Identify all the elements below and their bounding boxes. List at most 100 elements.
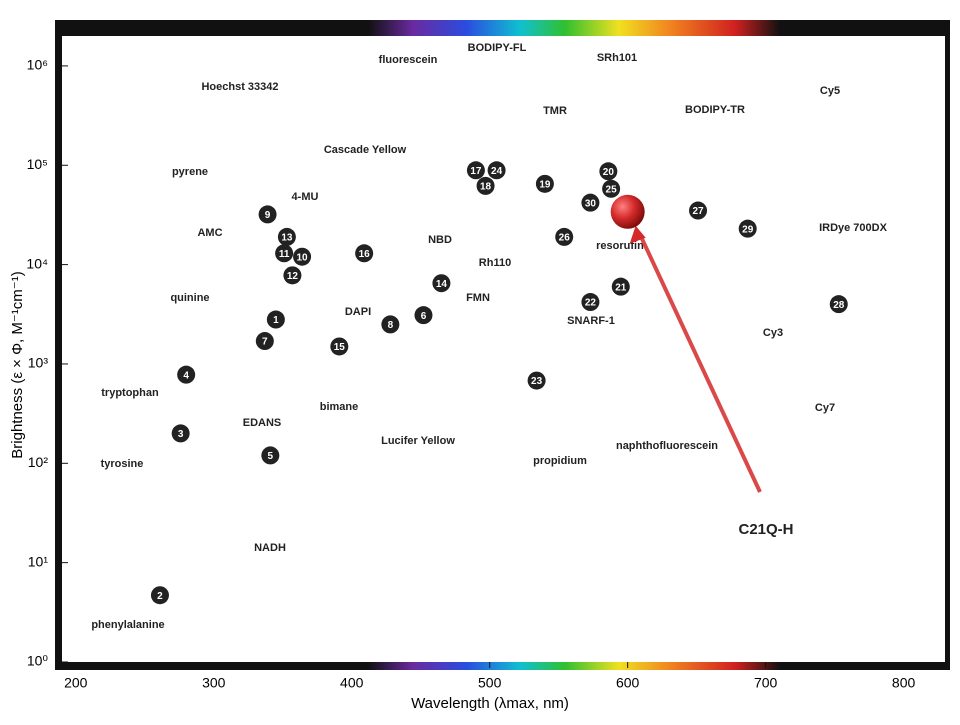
compound-label: Cascade Yellow — [324, 144, 407, 156]
point-label: 19 — [539, 179, 551, 190]
point — [330, 337, 349, 356]
point — [283, 266, 302, 285]
point — [261, 446, 280, 465]
compound-label: tryptophan — [101, 387, 159, 399]
point-label: 22 — [585, 298, 597, 309]
point — [277, 227, 296, 246]
compound-label: quinine — [170, 292, 209, 304]
compound-label: tyrosine — [101, 458, 144, 470]
highlight-point — [610, 194, 645, 229]
point-label: 10 — [297, 252, 309, 263]
compound-label: DAPI — [345, 306, 371, 318]
compound-label: bimane — [320, 401, 359, 413]
compound-label: fluorescein — [379, 54, 438, 66]
compound-label: Hoechst 33342 — [201, 81, 278, 93]
point-label: 13 — [281, 233, 293, 244]
point-label: 25 — [606, 184, 618, 195]
compound-label: pyrene — [172, 166, 208, 178]
point-label: 17 — [470, 166, 482, 177]
compound-label: AMC — [197, 227, 222, 239]
point — [527, 371, 546, 390]
point — [738, 219, 757, 238]
point-label: 8 — [388, 320, 394, 331]
point-label: 16 — [359, 249, 371, 260]
point-label: 4 — [183, 370, 189, 381]
point-label: 26 — [559, 233, 571, 244]
y-tick-label: 10³ — [28, 355, 49, 371]
point — [258, 205, 277, 224]
point-label: 12 — [287, 271, 299, 282]
compound-label: SNARF-1 — [567, 315, 615, 327]
compound-label: Lucifer Yellow — [381, 435, 455, 447]
point — [581, 193, 600, 212]
point — [414, 306, 433, 325]
point-label: 24 — [491, 166, 503, 177]
point-label: 21 — [615, 282, 627, 293]
plot-area — [62, 36, 945, 662]
compound-label: propidium — [533, 455, 587, 467]
spectrum-top — [55, 20, 950, 36]
x-tick-label: 800 — [892, 675, 916, 691]
compound-label: NADH — [254, 542, 286, 554]
arrow-head — [629, 225, 646, 244]
point-label: 15 — [334, 342, 346, 353]
compound-label: naphthofluorescein — [616, 440, 718, 452]
x-tick-label: 200 — [64, 675, 88, 691]
point — [266, 310, 285, 329]
compound-label: BODIPY-FL — [468, 42, 527, 54]
point — [602, 179, 621, 198]
x-tick-label: 500 — [478, 675, 502, 691]
compound-label: resorufin — [596, 240, 644, 252]
point-label: 30 — [585, 198, 597, 209]
point — [171, 424, 190, 443]
point-label: 3 — [178, 429, 184, 440]
spectrum-bottom — [55, 662, 950, 670]
point — [689, 201, 708, 220]
x-tick-label: 700 — [754, 675, 778, 691]
point-label: 23 — [531, 376, 543, 387]
compound-label: BODIPY-TR — [685, 104, 745, 116]
point-label: 9 — [265, 210, 271, 221]
x-tick-label: 300 — [202, 675, 226, 691]
point — [293, 247, 312, 266]
point — [275, 244, 294, 263]
highlight-label: C21Q-H — [738, 521, 793, 538]
compound-label: Cy7 — [815, 402, 835, 414]
point — [611, 277, 630, 296]
point-label: 6 — [421, 311, 427, 322]
compound-label: phenylalanine — [91, 619, 164, 631]
compound-label: Cy5 — [820, 85, 840, 97]
point — [581, 293, 600, 312]
compound-label: EDANS — [243, 417, 282, 429]
y-tick-label: 10⁶ — [27, 57, 48, 73]
point-label: 29 — [742, 224, 754, 235]
x-axis-label: Wavelength (λmax, nm) — [411, 695, 569, 712]
point — [476, 176, 495, 195]
point-label: 28 — [833, 300, 845, 311]
point-label: 20 — [603, 167, 615, 178]
compound-label: NBD — [428, 234, 452, 246]
y-tick-label: 10⁵ — [27, 156, 48, 172]
x-tick-label: 600 — [616, 675, 640, 691]
point-label: 18 — [480, 182, 492, 193]
y-tick-label: 10⁴ — [26, 255, 48, 271]
compound-label: FMN — [466, 292, 490, 304]
point — [555, 227, 574, 246]
compound-label: 4-MU — [292, 191, 319, 203]
point-label: 11 — [279, 249, 290, 260]
point-label: 14 — [436, 279, 448, 290]
point — [150, 586, 169, 605]
compound-label: Rh110 — [479, 257, 511, 269]
point — [355, 244, 374, 263]
y-tick-label: 10² — [28, 454, 49, 470]
point — [255, 332, 274, 351]
point — [177, 365, 196, 384]
point — [599, 162, 618, 181]
compound-label: IRDye 700DX — [819, 222, 888, 234]
point-label: 2 — [157, 591, 163, 602]
point — [432, 274, 451, 293]
y-tick-label: 10¹ — [28, 553, 49, 569]
x-tick-label: 400 — [340, 675, 364, 691]
compound-label: Cy3 — [763, 327, 783, 339]
